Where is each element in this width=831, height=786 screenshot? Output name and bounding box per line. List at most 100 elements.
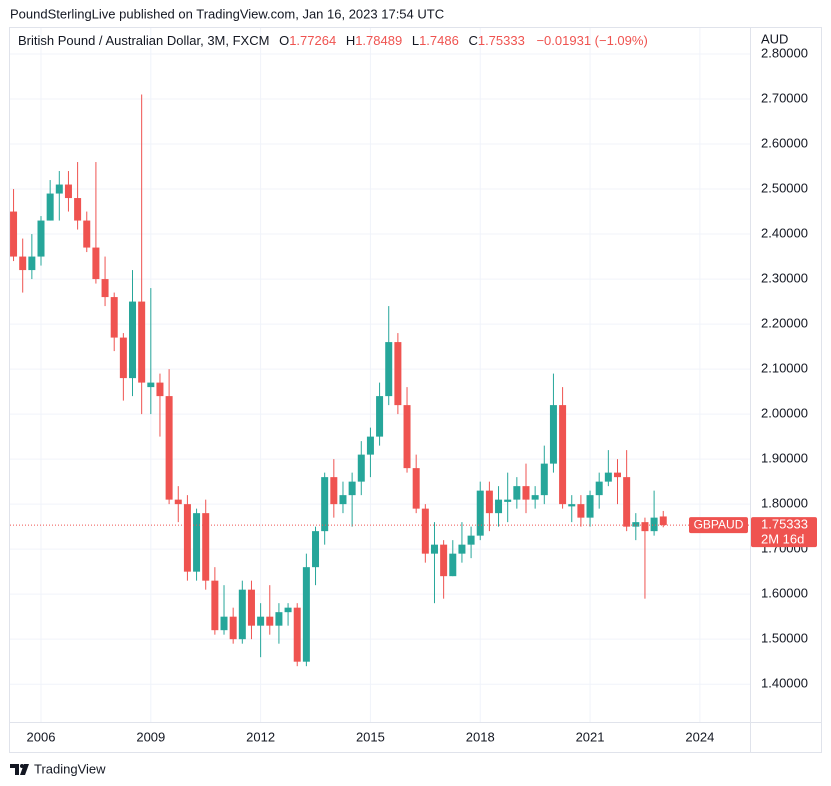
x-tick-label: 2006 xyxy=(27,729,56,744)
candle-body xyxy=(257,616,265,626)
candle-body xyxy=(632,522,640,527)
y-tick-label: 1.90000 xyxy=(761,451,808,466)
x-tick-label: 2021 xyxy=(576,729,605,744)
header: PoundSterlingLive published on TradingVi… xyxy=(10,6,444,21)
y-tick-label: 2.50000 xyxy=(761,180,808,195)
legend: British Pound / Australian Dollar, 3M, F… xyxy=(18,33,648,48)
candle-body xyxy=(604,472,612,482)
candle-body xyxy=(46,193,54,221)
candle-body xyxy=(247,589,255,626)
candle-body xyxy=(549,405,557,464)
candle-body xyxy=(74,198,82,221)
candle-body xyxy=(577,504,585,518)
candle-body xyxy=(229,616,237,640)
candle-body xyxy=(559,405,567,505)
x-tick-label: 2009 xyxy=(136,729,165,744)
y-tick-label: 2.40000 xyxy=(761,225,808,240)
candle-body xyxy=(449,553,457,577)
candle-body xyxy=(28,256,36,271)
candle-body xyxy=(284,607,292,613)
candle-body xyxy=(119,337,127,379)
candle-body xyxy=(92,247,100,280)
candle-body xyxy=(440,544,448,577)
candle-body xyxy=(193,513,201,572)
candle-body xyxy=(110,297,118,338)
candle-body xyxy=(83,220,91,248)
y-tick-label: 2.00000 xyxy=(761,406,808,421)
y-tick-label: 2.30000 xyxy=(761,271,808,286)
axis-unit: AUD xyxy=(761,31,788,46)
candle-body xyxy=(623,477,631,527)
candle-body xyxy=(421,508,429,554)
legend-low: 1.7486 xyxy=(419,33,459,48)
candle-body xyxy=(10,211,18,257)
legend-o: O xyxy=(279,33,289,48)
candle-body xyxy=(412,468,420,509)
x-tick-label: 2015 xyxy=(356,729,385,744)
legend-change: −0.01931 (−1.09%) xyxy=(536,33,647,48)
symbol-tag xyxy=(689,517,748,534)
candle-body xyxy=(467,535,475,545)
x-tick-label: 2012 xyxy=(246,729,275,744)
candle-body xyxy=(403,405,411,469)
y-tick-label: 2.20000 xyxy=(761,316,808,331)
legend-open: 1.77264 xyxy=(289,33,336,48)
y-tick-label: 1.80000 xyxy=(761,496,808,511)
candle-body xyxy=(330,477,338,505)
symbol-label: GBPAUD xyxy=(694,517,744,531)
candle-body xyxy=(183,504,191,572)
candle-body xyxy=(147,382,155,388)
candle-body xyxy=(348,481,356,496)
logo: TradingView xyxy=(10,761,106,776)
candle-body xyxy=(238,589,246,640)
candle-body xyxy=(321,477,329,532)
candle-body xyxy=(376,396,384,437)
candle-body xyxy=(312,531,320,568)
candle-body xyxy=(458,544,466,554)
y-tick-label: 2.80000 xyxy=(761,45,808,60)
candle-body xyxy=(37,220,45,257)
candle-body xyxy=(55,184,63,194)
candle-body xyxy=(357,454,365,482)
candle-body xyxy=(540,463,548,496)
candle-body xyxy=(220,616,228,631)
candle-body xyxy=(19,256,27,271)
candle-body xyxy=(366,436,374,455)
price-tag-label: 1.75333 xyxy=(761,517,808,532)
candle-body xyxy=(522,486,530,500)
candle-body xyxy=(531,495,539,500)
candle-body xyxy=(394,342,402,406)
candle-body xyxy=(641,522,649,532)
candle-body xyxy=(485,490,493,514)
candle-body xyxy=(586,495,594,518)
legend-c: C xyxy=(468,33,477,48)
candle-body xyxy=(495,499,503,514)
y-tick-label: 1.40000 xyxy=(761,676,808,691)
candle-body xyxy=(293,607,301,662)
candle-body xyxy=(568,504,576,507)
candle-body xyxy=(211,580,219,631)
candle-body xyxy=(64,184,72,199)
logo-icon xyxy=(10,764,29,775)
candle-body xyxy=(613,472,621,478)
candle-body xyxy=(101,279,109,298)
legend-title: British Pound / Australian Dollar, 3M, F… xyxy=(18,33,269,48)
y-tick-label: 1.60000 xyxy=(761,586,808,601)
candle-body xyxy=(659,516,667,526)
legend-high: 1.78489 xyxy=(355,33,402,48)
candle-body xyxy=(266,616,274,626)
legend-close: 1.75333 xyxy=(478,33,525,48)
frame xyxy=(9,27,822,753)
countdown-label: 2M 16d xyxy=(761,532,804,547)
candle-body xyxy=(595,481,603,496)
x-tick-label: 2018 xyxy=(466,729,495,744)
candle-body xyxy=(302,567,310,662)
y-tick-label: 2.70000 xyxy=(761,90,808,105)
candle-body xyxy=(156,382,164,397)
price-tag xyxy=(751,517,817,548)
logo-dot xyxy=(20,764,24,768)
y-tick-label: 2.60000 xyxy=(761,135,808,150)
footer: TradingView xyxy=(34,761,106,776)
